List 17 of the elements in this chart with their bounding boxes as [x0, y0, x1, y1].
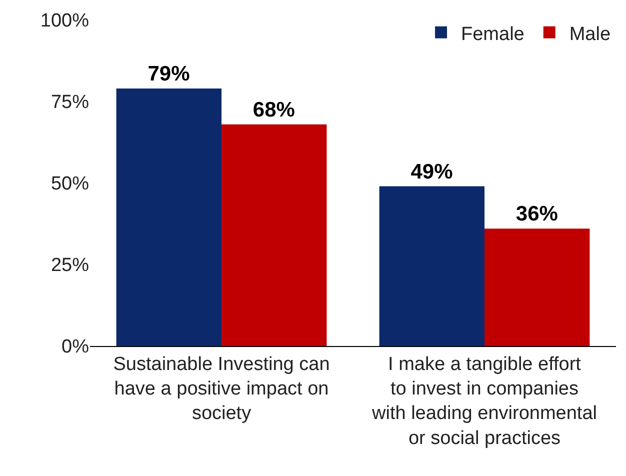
y-tick-label: 50% — [50, 174, 90, 195]
data-label: 36% — [516, 202, 558, 226]
x-tick-label: Sustainable Investing can have a positive impact on society — [113, 354, 330, 424]
y-tick-label: 0% — [62, 336, 90, 358]
data-label: 68% — [252, 98, 296, 122]
y-tick-label: 25% — [50, 255, 90, 276]
bar — [379, 186, 484, 346]
legend-label: Male — [569, 24, 611, 45]
bar — [222, 124, 327, 346]
legend-label: Female — [461, 24, 524, 45]
y-tick-label: 100% — [40, 10, 90, 32]
x-tick-label: I make a tangible effort to invest in companies with leading environmental or social practices — [371, 354, 597, 449]
bar — [116, 88, 222, 346]
data-label: 49% — [410, 160, 454, 184]
y-tick-label: 75% — [50, 92, 90, 114]
bar — [484, 228, 590, 346]
data-label: 79% — [148, 62, 190, 86]
